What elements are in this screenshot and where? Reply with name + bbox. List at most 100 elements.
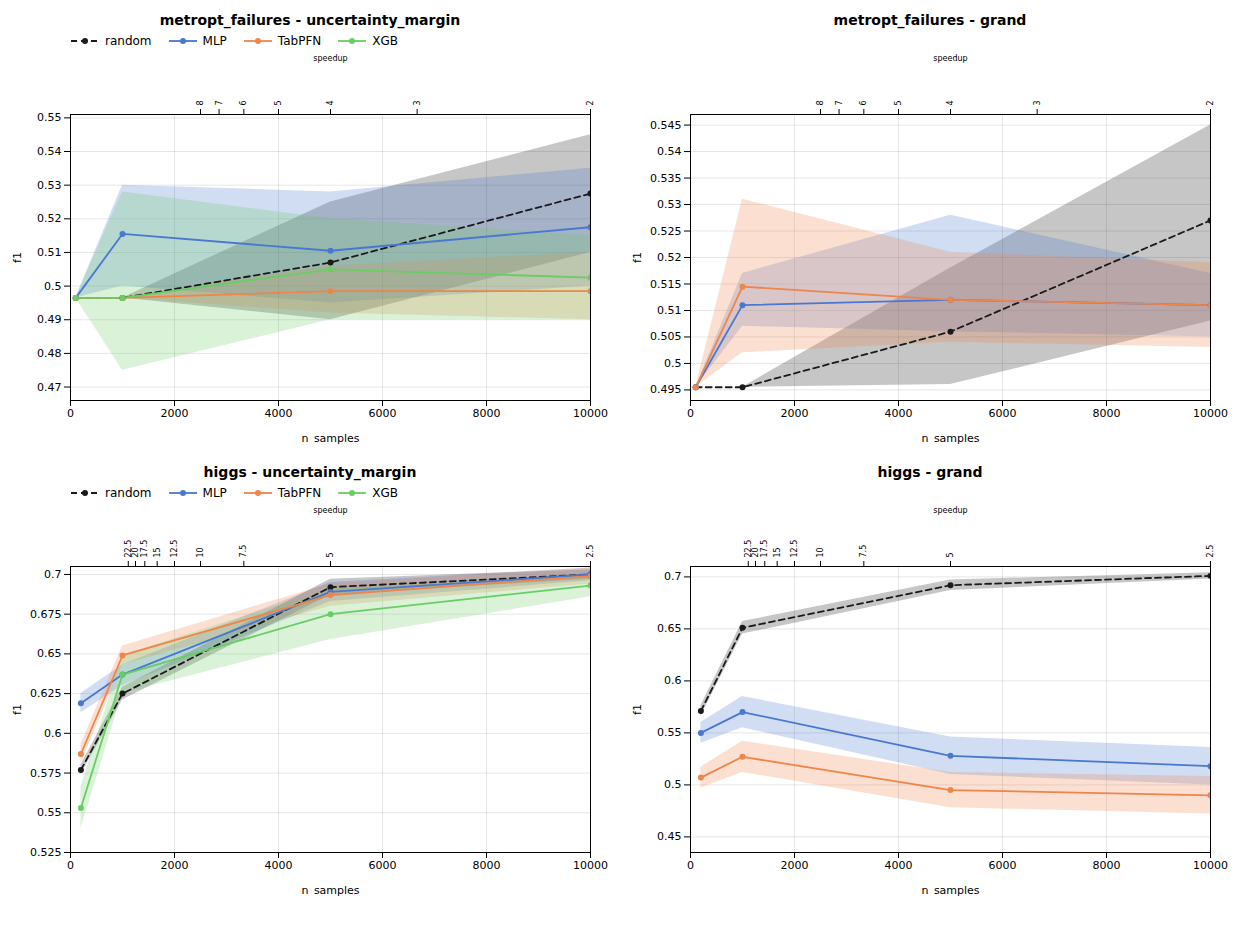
svg-text:6000: 6000 [369,407,397,420]
svg-text:0.5: 0.5 [664,357,682,370]
svg-text:0.53: 0.53 [37,179,62,192]
svg-text:6000: 6000 [369,859,397,872]
svg-text:8000: 8000 [473,859,501,872]
svg-text:0.505: 0.505 [650,330,682,343]
svg-text:17.5: 17.5 [140,540,149,558]
svg-text:20: 20 [131,547,140,557]
svg-text:0.5: 0.5 [664,778,682,791]
svg-text:0.55: 0.55 [37,111,62,124]
svg-text:6: 6 [859,100,868,105]
svg-text:f1: f1 [631,252,644,263]
svg-text:0.6: 0.6 [664,674,682,687]
svg-text:10: 10 [816,547,825,557]
svg-text:0.525: 0.525 [650,225,682,238]
svg-text:2000: 2000 [781,407,809,420]
svg-text:f1: f1 [11,704,24,715]
svg-text:speedup: speedup [313,506,347,515]
svg-text:4: 4 [946,100,955,105]
svg-text:5: 5 [946,552,955,557]
svg-text:4: 4 [326,100,335,105]
svg-text:4000: 4000 [885,859,913,872]
svg-text:0.545: 0.545 [650,119,682,132]
svg-text:8: 8 [816,100,825,105]
svg-text:17.5: 17.5 [760,540,769,558]
svg-text:10000: 10000 [573,407,608,420]
svg-text:f1: f1 [631,704,644,715]
svg-text:2000: 2000 [161,407,189,420]
svg-text:8: 8 [196,100,205,105]
svg-text:speedup: speedup [313,54,347,63]
svg-text:2: 2 [1206,100,1215,105]
svg-text:0.625: 0.625 [30,687,62,700]
svg-text:0.495: 0.495 [650,383,682,396]
svg-text:0.575: 0.575 [30,767,62,780]
svg-text:0.51: 0.51 [657,304,682,317]
svg-text:2000: 2000 [781,859,809,872]
svg-text:0.7: 0.7 [44,568,62,581]
svg-text:7.5: 7.5 [239,545,248,558]
svg-text:0.65: 0.65 [37,647,62,660]
svg-text:0.6: 0.6 [44,727,62,740]
svg-text:5: 5 [274,100,283,105]
svg-text:7: 7 [215,100,224,105]
svg-text:0.54: 0.54 [37,145,62,158]
svg-text:n_samples: n_samples [921,884,979,897]
svg-text:10000: 10000 [573,859,608,872]
svg-text:5: 5 [326,552,335,557]
svg-text:0.55: 0.55 [37,806,62,819]
svg-text:0.53: 0.53 [657,198,682,211]
svg-text:4000: 4000 [265,407,293,420]
svg-text:8000: 8000 [473,407,501,420]
svg-text:2.5: 2.5 [1206,545,1215,558]
svg-text:12.5: 12.5 [170,540,179,558]
svg-text:6000: 6000 [989,859,1017,872]
svg-text:8000: 8000 [1093,407,1121,420]
svg-text:3: 3 [413,100,422,105]
svg-text:6000: 6000 [989,407,1017,420]
svg-text:0.675: 0.675 [30,608,62,621]
svg-text:0.525: 0.525 [30,846,62,859]
svg-text:4000: 4000 [265,859,293,872]
svg-text:0.55: 0.55 [657,726,682,739]
svg-text:7: 7 [835,100,844,105]
svg-text:0.51: 0.51 [37,246,62,259]
svg-text:0: 0 [67,859,74,872]
svg-text:4000: 4000 [885,407,913,420]
svg-text:5: 5 [894,100,903,105]
svg-text:12.5: 12.5 [790,540,799,558]
svg-text:0.54: 0.54 [657,145,682,158]
svg-text:2: 2 [586,100,595,105]
svg-text:f1: f1 [11,252,24,263]
svg-text:0.7: 0.7 [664,570,682,583]
svg-text:0.65: 0.65 [657,622,682,635]
svg-text:10: 10 [196,547,205,557]
svg-text:8000: 8000 [1093,859,1121,872]
svg-text:0.515: 0.515 [650,278,682,291]
svg-text:0.52: 0.52 [657,251,682,264]
svg-text:0.5: 0.5 [44,280,62,293]
svg-text:0.49: 0.49 [37,313,62,326]
svg-text:0.535: 0.535 [650,172,682,185]
svg-text:n_samples: n_samples [301,432,359,445]
svg-text:0: 0 [687,407,694,420]
svg-text:0.48: 0.48 [37,347,62,360]
svg-text:15: 15 [773,547,782,557]
svg-text:speedup: speedup [933,54,967,63]
svg-text:0: 0 [67,407,74,420]
svg-text:6: 6 [239,100,248,105]
svg-text:n_samples: n_samples [301,884,359,897]
svg-text:2000: 2000 [161,859,189,872]
svg-text:20: 20 [751,547,760,557]
svg-text:0: 0 [687,859,694,872]
svg-text:7.5: 7.5 [859,545,868,558]
svg-text:10000: 10000 [1193,407,1228,420]
svg-text:3: 3 [1033,100,1042,105]
svg-text:10000: 10000 [1193,859,1228,872]
svg-text:0.52: 0.52 [37,212,62,225]
svg-text:speedup: speedup [933,506,967,515]
svg-text:15: 15 [153,547,162,557]
svg-text:n_samples: n_samples [921,432,979,445]
svg-text:0.47: 0.47 [37,381,62,394]
svg-text:2.5: 2.5 [586,545,595,558]
svg-text:0.45: 0.45 [657,830,682,843]
